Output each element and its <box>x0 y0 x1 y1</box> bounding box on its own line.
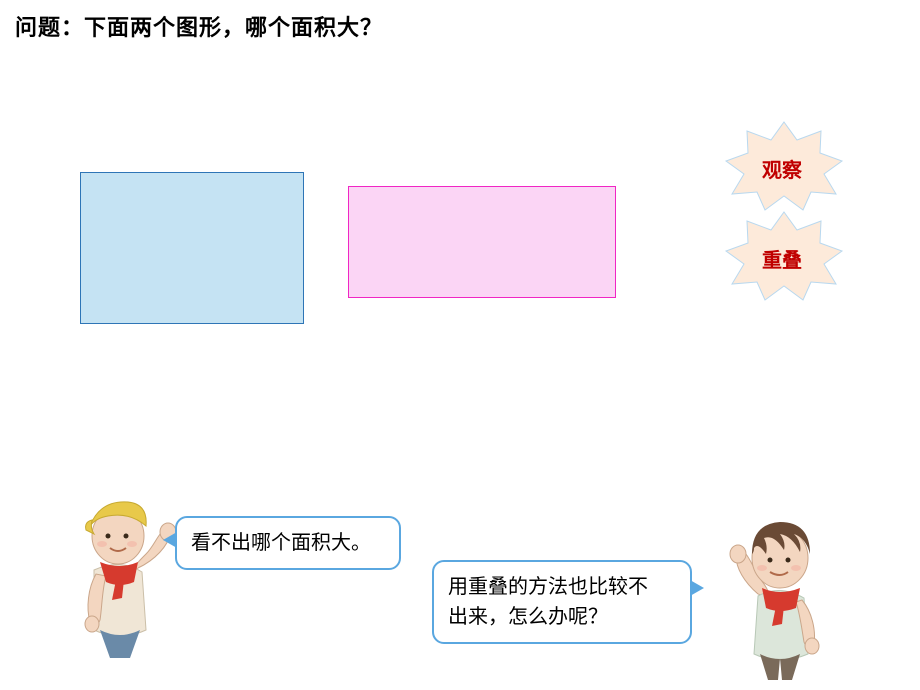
blue-rectangle <box>80 172 304 324</box>
star-observe: 观察 <box>724 120 844 212</box>
bubble-right-tail <box>690 580 704 596</box>
question-text: 问题：下面两个图形，哪个面积大？ <box>15 10 383 42</box>
decorative-dot <box>306 356 316 366</box>
star-overlap: 重叠 <box>724 210 844 302</box>
pink-rectangle <box>348 186 616 298</box>
child-left <box>60 490 180 660</box>
star-observe-label: 观察 <box>762 154 802 183</box>
speech-bubble-left: 看不出哪个面积大。 <box>175 516 401 570</box>
child-right <box>714 510 842 682</box>
bubble-left-text: 看不出哪个面积大。 <box>191 532 371 554</box>
bubble-right-line2: 出来，怎么办呢？ <box>448 606 608 628</box>
star-overlap-label: 重叠 <box>762 244 802 273</box>
bubble-right-line1: 用重叠的方法也比较不 <box>448 576 648 598</box>
bubble-left-tail <box>163 532 177 548</box>
speech-bubble-right: 用重叠的方法也比较不 出来，怎么办呢？ <box>432 560 692 644</box>
